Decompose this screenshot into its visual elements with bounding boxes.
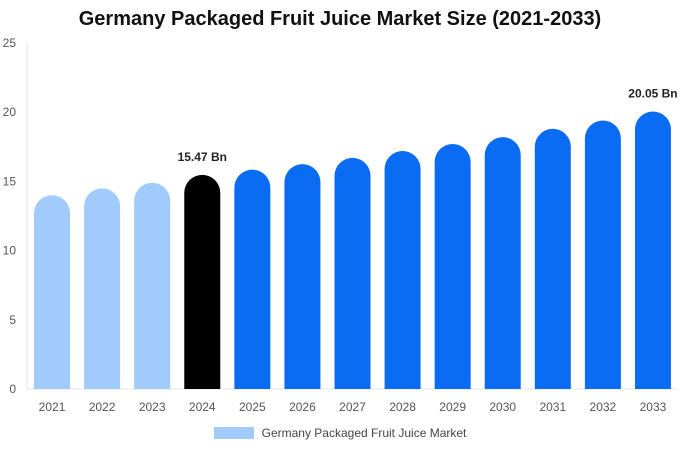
bar[interactable] <box>534 128 571 390</box>
legend-swatch <box>213 427 254 439</box>
bar[interactable] <box>134 182 171 389</box>
bar[interactable] <box>234 169 271 389</box>
y-tick-label: 25 <box>3 36 17 50</box>
x-tick-label: 2021 <box>39 400 66 414</box>
x-tick-label: 2028 <box>389 400 416 414</box>
data-label: 20.05 Bn <box>628 87 677 101</box>
bar[interactable] <box>484 137 521 389</box>
bar[interactable] <box>434 144 471 389</box>
chart-title: Germany Packaged Fruit Juice Market Size… <box>78 8 602 30</box>
y-tick-label: 20 <box>3 105 17 119</box>
y-tick-label: 10 <box>3 244 17 258</box>
legend-label: Germany Packaged Fruit Juice Market <box>261 426 467 440</box>
x-tick-label: 2026 <box>289 400 316 414</box>
bar[interactable] <box>384 150 421 389</box>
bar[interactable] <box>334 157 371 389</box>
x-tick-label: 2023 <box>139 400 166 414</box>
legend[interactable]: Germany Packaged Fruit Juice Market <box>0 426 680 440</box>
x-tick-label: 2032 <box>590 400 617 414</box>
x-tick-label: 2027 <box>339 400 366 414</box>
bar[interactable] <box>184 174 221 389</box>
bar[interactable] <box>34 195 71 389</box>
bar[interactable] <box>584 120 621 389</box>
bar[interactable] <box>84 188 121 389</box>
y-tick-label: 5 <box>9 313 16 327</box>
bar[interactable] <box>284 164 321 389</box>
x-tick-label: 2033 <box>640 400 667 414</box>
x-tick-label: 2022 <box>89 400 116 414</box>
y-tick-label: 15 <box>3 174 17 188</box>
bar[interactable] <box>634 111 671 389</box>
data-label: 15.47 Bn <box>178 150 227 164</box>
x-tick-label: 2030 <box>489 400 516 414</box>
x-tick-label: 2025 <box>239 400 266 414</box>
y-tick-label: 0 <box>9 382 16 396</box>
x-tick-label: 2031 <box>539 400 566 414</box>
x-tick-label: 2024 <box>189 400 216 414</box>
x-tick-label: 2029 <box>439 400 466 414</box>
